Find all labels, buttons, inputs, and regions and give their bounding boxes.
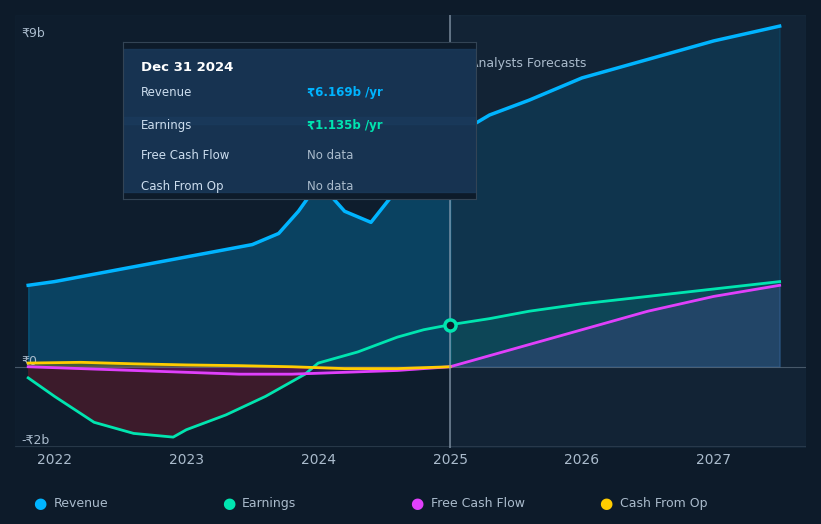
Text: Revenue: Revenue xyxy=(141,86,192,99)
Text: Past: Past xyxy=(404,57,430,70)
Bar xyxy=(123,117,476,192)
Text: Revenue: Revenue xyxy=(53,497,108,509)
Text: Earnings: Earnings xyxy=(242,497,296,509)
Text: Dec 31 2024: Dec 31 2024 xyxy=(141,61,233,74)
Text: ₹1.135b /yr: ₹1.135b /yr xyxy=(307,119,383,132)
Text: ₹0: ₹0 xyxy=(21,355,38,368)
Text: ●: ● xyxy=(410,496,424,510)
Text: ₹6.169b /yr: ₹6.169b /yr xyxy=(307,86,383,99)
Bar xyxy=(450,15,806,448)
Text: ●: ● xyxy=(599,496,612,510)
Text: Free Cash Flow: Free Cash Flow xyxy=(141,149,229,161)
Text: Cash From Op: Cash From Op xyxy=(620,497,708,509)
Text: Analysts Forecasts: Analysts Forecasts xyxy=(470,57,586,70)
Text: No data: No data xyxy=(307,149,353,161)
Bar xyxy=(123,49,476,124)
Text: Free Cash Flow: Free Cash Flow xyxy=(431,497,525,509)
Text: No data: No data xyxy=(307,180,353,193)
Text: ●: ● xyxy=(33,496,46,510)
Text: Cash From Op: Cash From Op xyxy=(141,180,223,193)
Text: ●: ● xyxy=(222,496,235,510)
Text: Earnings: Earnings xyxy=(141,119,192,132)
Text: -₹2b: -₹2b xyxy=(21,434,50,447)
Bar xyxy=(15,15,450,448)
Text: ₹9b: ₹9b xyxy=(21,27,45,40)
